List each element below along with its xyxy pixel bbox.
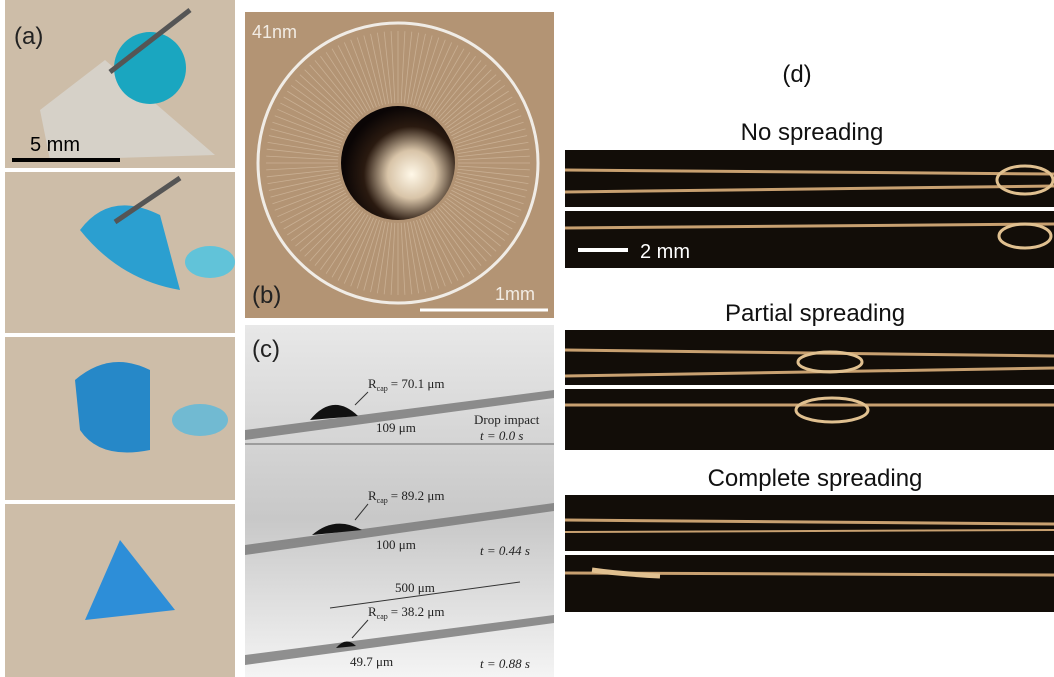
photo [565, 330, 1054, 450]
panel-c: (c) Rcap= 70.1 μm 109 μm Drop impact t =… [245, 325, 554, 677]
row-title: No spreading [741, 119, 884, 146]
divider [565, 385, 1054, 389]
panel-label: (c) [252, 336, 280, 363]
time-label: t = 0.44 s [480, 543, 530, 558]
scale-label: 5 mm [30, 134, 80, 156]
panel-label: (d) [782, 61, 811, 88]
panel-a: (a) 5 mm [5, 0, 235, 677]
panel-b: 41nm (b) 1mm [245, 12, 554, 318]
length-label: 100 μm [376, 537, 416, 552]
panel-label: (b) [252, 282, 281, 309]
row-title: Complete spreading [708, 465, 923, 492]
thickness-label: 41nm [252, 22, 297, 42]
scale-label: 2 mm [640, 241, 690, 263]
length-label: 109 μm [376, 420, 416, 435]
time-label: t = 0.0 s [480, 428, 523, 443]
divider [565, 207, 1054, 211]
row-title: Partial spreading [725, 300, 905, 327]
droplet [341, 106, 455, 220]
panel-d: (d) No spreading 2 mm Partial spreading … [565, 61, 1054, 612]
time-label: t = 0.88 s [480, 656, 530, 671]
panel-label: (a) [14, 23, 43, 50]
divider [565, 551, 1054, 555]
figure: (a) 5 mm 41nm (b) 1mm (c) Rcap= 70.1 μm … [0, 0, 1054, 677]
event-label: Drop impact [474, 412, 540, 427]
scale-label: 1mm [495, 284, 535, 304]
reflection [172, 404, 228, 436]
reflection [185, 246, 235, 278]
fiber-length-label: 500 μm [395, 580, 435, 595]
length-label: 49.7 μm [350, 654, 393, 669]
